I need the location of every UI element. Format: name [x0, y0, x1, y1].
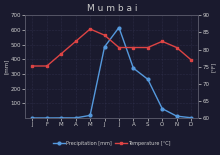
Temperature [°C] [31, 65, 34, 67]
Y-axis label: [mm]: [mm] [4, 59, 9, 74]
Precipitation [mm] [132, 67, 135, 69]
Precipitation [mm] [31, 117, 34, 119]
Temperature [°C] [74, 40, 77, 42]
Precipitation [mm] [60, 117, 63, 119]
Y-axis label: [°F]: [°F] [211, 62, 216, 72]
Temperature [°C] [175, 47, 178, 49]
Precipitation [mm] [46, 117, 48, 119]
Temperature [°C] [190, 59, 192, 61]
Legend: Precipitation [mm], Temperature [°C]: Precipitation [mm], Temperature [°C] [51, 139, 173, 148]
Precipitation [mm] [147, 78, 149, 80]
Precipitation [mm] [89, 114, 92, 116]
Temperature [°C] [89, 28, 92, 30]
Temperature [°C] [118, 47, 120, 49]
Precipitation [mm] [103, 46, 106, 48]
Line: Temperature [°C]: Temperature [°C] [31, 28, 192, 67]
Temperature [°C] [103, 34, 106, 36]
Temperature [°C] [46, 65, 48, 67]
Precipitation [mm] [190, 117, 192, 119]
Precipitation [mm] [118, 27, 120, 28]
Precipitation [mm] [161, 108, 163, 110]
Precipitation [mm] [74, 117, 77, 119]
Temperature [°C] [60, 53, 63, 55]
Title: M u m b a i: M u m b a i [86, 4, 137, 13]
Temperature [°C] [147, 47, 149, 49]
Temperature [°C] [161, 40, 163, 42]
Line: Precipitation [mm]: Precipitation [mm] [31, 26, 192, 119]
Precipitation [mm] [175, 115, 178, 117]
Temperature [°C] [132, 47, 135, 49]
